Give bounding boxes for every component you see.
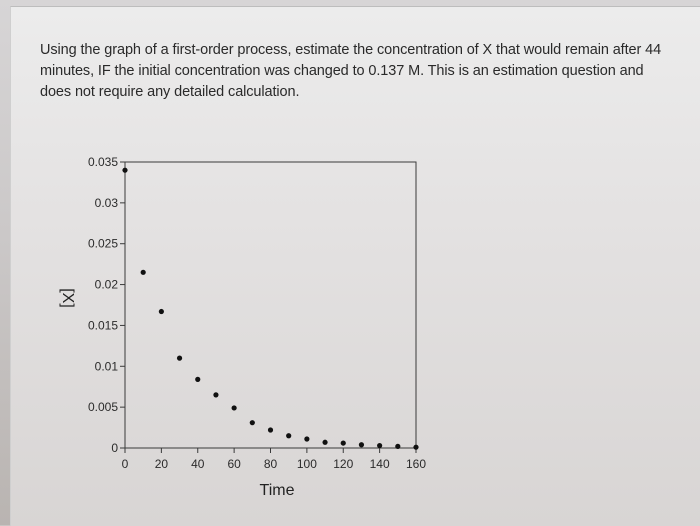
data-point [395,443,401,449]
y-tick-label: 0 [111,441,118,455]
data-point [213,392,219,398]
y-tick-label: 0.035 [88,155,118,169]
data-point [267,427,274,433]
data-point [322,439,328,445]
y-tick-label: 0.01 [95,359,119,373]
x-tick-label: 20 [155,457,169,471]
x-tick-label: 160 [406,457,426,471]
data-point [286,433,292,439]
y-tick-label: 0.025 [88,237,118,251]
x-tick-label: 0 [122,457,129,471]
x-tick-label: 40 [191,457,205,471]
plot-frame [124,161,417,449]
y-tick-label: 0.02 [95,278,119,292]
data-point [304,436,310,442]
y-axis-title: [X] [59,288,76,308]
data-point [377,442,383,449]
data-point [249,420,255,426]
y-tick-label: 0.03 [95,196,119,210]
data-point [413,444,419,450]
data-point [176,355,183,361]
x-tick-label: 100 [297,457,317,471]
data-point [195,376,201,382]
y-tick-label: 0.015 [88,318,118,332]
y-tick-label: 0.005 [88,400,118,414]
x-tick-label: 140 [370,457,390,471]
data-point [340,440,346,446]
data-point [358,442,365,448]
x-tick-label: 60 [227,457,241,471]
x-axis-title: Time [260,482,295,499]
data-point [158,308,164,315]
x-tick-label: 120 [333,457,353,471]
x-tick-label: 80 [264,457,278,471]
question-text: Using the graph of a first-order process… [40,42,662,100]
y-axis-ticks: 0 0.005 0.01 0.015 0.02 0.025 0.03 0.035 [88,155,125,455]
data-point [122,167,128,173]
data-point [231,405,237,411]
x-axis-ticks: 0 20 40 60 80 100 120 140 160 [122,448,426,471]
data-points [122,167,419,450]
data-point [140,269,146,275]
